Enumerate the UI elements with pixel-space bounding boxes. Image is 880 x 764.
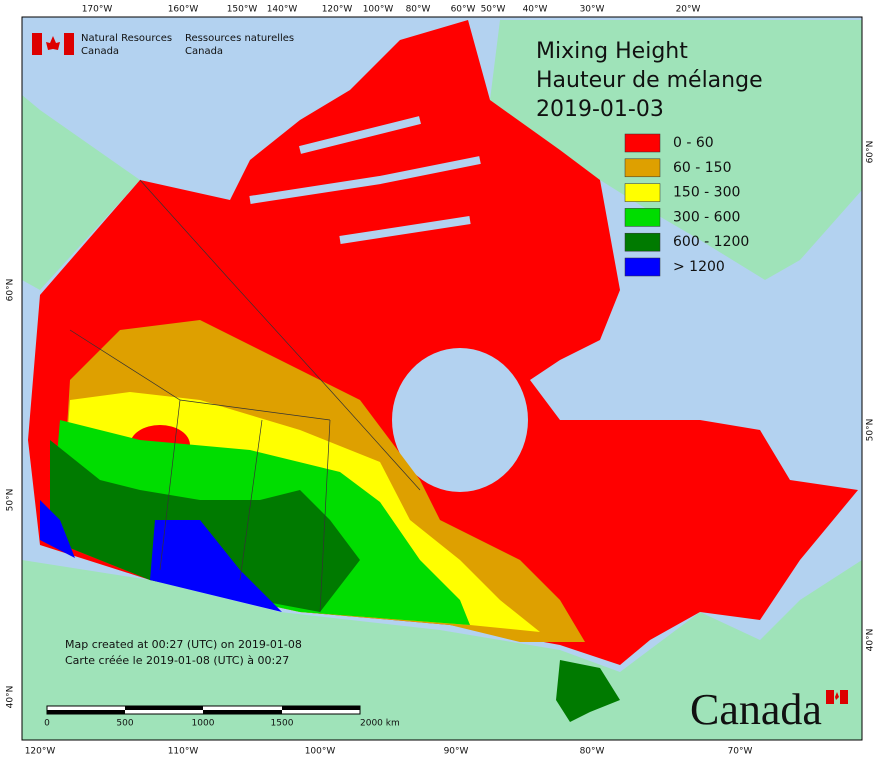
legend-label: 150 - 300 xyxy=(673,185,740,201)
logo xyxy=(32,33,848,704)
legend-swatch xyxy=(624,257,661,277)
graticule-label: 20°W xyxy=(676,5,701,15)
arctic-channels xyxy=(249,116,481,244)
header-text: Canada xyxy=(81,46,119,57)
zone-600-1200 xyxy=(50,440,360,612)
header-text: Canada xyxy=(185,46,223,57)
hudson-bay xyxy=(392,348,528,492)
scale-segment xyxy=(125,706,203,710)
flag-bar xyxy=(840,690,848,704)
graticule-label: 120°W xyxy=(25,747,56,757)
graticule-label: 40°N xyxy=(866,629,876,652)
alaska xyxy=(22,95,140,290)
wordmark: Canada xyxy=(690,685,822,734)
title: 2019-01-03 xyxy=(536,97,664,122)
graticule-label: 60°N xyxy=(6,279,16,302)
maple-leaf xyxy=(46,36,60,50)
map-frame xyxy=(21,16,863,741)
graticule-label: 120°W xyxy=(322,5,353,15)
greenland xyxy=(490,20,862,280)
legend-swatch xyxy=(624,183,661,202)
flag-bar xyxy=(64,33,74,55)
graticule-label: 150°W xyxy=(227,5,258,15)
graticule-label: 110°W xyxy=(168,747,199,757)
title: Hauteur de mélange xyxy=(536,68,763,93)
scale-label: 2000 km xyxy=(360,719,400,729)
graticule-label: 40°N xyxy=(6,686,16,709)
graticule-label: 30°W xyxy=(580,5,605,15)
graticule-label: 50°N xyxy=(6,489,16,512)
flag-bar xyxy=(826,690,834,704)
legend-label: > 1200 xyxy=(673,259,725,275)
maple-leaf xyxy=(835,692,839,700)
zone-600-1200-ontario xyxy=(556,660,620,722)
footer-text: Carte créée le 2019-01-08 (UTC) à 00:27 xyxy=(65,654,289,667)
graticule-label: 80°W xyxy=(406,5,431,15)
scale-segment xyxy=(47,710,125,714)
legend-swatch xyxy=(624,232,661,252)
title: Mixing Height xyxy=(536,39,688,64)
scale-bar xyxy=(46,705,361,715)
scale-segment xyxy=(282,706,360,710)
scale-label: 1500 xyxy=(271,719,294,729)
scale-segment xyxy=(203,710,282,714)
graticule-label: 80°W xyxy=(580,747,605,757)
legend-swatch xyxy=(624,158,661,178)
scale-label: 0 xyxy=(44,719,50,729)
legend-swatch xyxy=(624,133,661,153)
legend-label: 0 - 60 xyxy=(673,135,714,151)
header-text: Natural Resources xyxy=(81,33,172,44)
graticule-label: 50°N xyxy=(866,419,876,442)
legend-label: 300 - 600 xyxy=(673,209,740,225)
graticule-label: 100°W xyxy=(363,5,394,15)
header-text: Ressources naturelles xyxy=(185,33,294,44)
graticule-label: 40°W xyxy=(523,5,548,15)
graticule-label: 60°W xyxy=(451,5,476,15)
scale-label: 500 xyxy=(116,719,133,729)
map-body xyxy=(22,17,862,740)
scale-label: 1000 xyxy=(192,719,215,729)
borders xyxy=(69,179,421,613)
zone-over-1200-coast xyxy=(40,500,75,558)
graticule-label: 160°W xyxy=(168,5,199,15)
zone-over-1200 xyxy=(150,520,282,612)
graticule-label: 140°W xyxy=(267,5,298,15)
usa xyxy=(22,560,862,740)
graticule-label: 90°W xyxy=(444,747,469,757)
graticule-label: 60°N xyxy=(866,141,876,164)
graticule-label: 170°W xyxy=(82,5,113,15)
flag-bar xyxy=(32,33,42,55)
graticule-label: 50°W xyxy=(481,5,506,15)
graticule-label: 70°W xyxy=(728,747,753,757)
footer-text: Map created at 00:27 (UTC) on 2019-01-08 xyxy=(65,638,302,651)
legend-swatch xyxy=(624,208,661,227)
legend-label: 60 - 150 xyxy=(673,160,732,176)
legend-label: 600 - 1200 xyxy=(673,234,749,250)
graticule-label: 100°W xyxy=(305,747,336,757)
